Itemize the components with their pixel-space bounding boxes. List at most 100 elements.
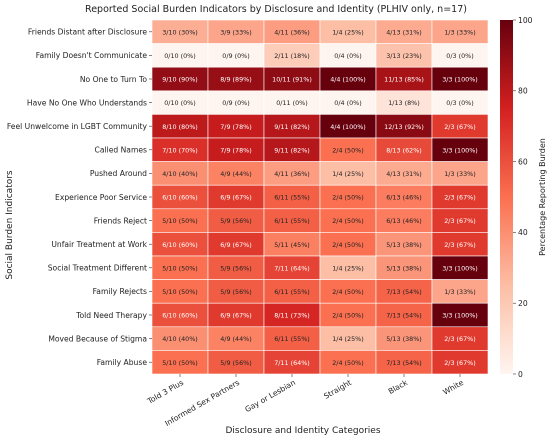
cell-label: 6/9 (67%) [220, 241, 252, 249]
cell-label: 3/3 (100%) [442, 146, 478, 154]
cell-label: 7/10 (70%) [162, 146, 198, 154]
cell-label: 8/9 (89%) [220, 76, 252, 84]
colorbar-gradient [500, 20, 513, 374]
row-label: No One to Turn To [80, 75, 148, 84]
cell-label: 3/3 (100%) [442, 312, 478, 320]
cell-label: 4/4 (100%) [330, 76, 366, 84]
cell-label: 2/3 (67%) [444, 194, 476, 202]
cell-label: 2/4 (50%) [332, 359, 364, 367]
cell-label: 5/10 (50%) [162, 359, 198, 367]
cell-label: 5/13 (38%) [386, 241, 422, 249]
colorbar-tick-label: 20 [518, 299, 528, 308]
cell-label: 2/4 (50%) [332, 146, 364, 154]
cell-label: 0/3 (0%) [446, 99, 473, 107]
cell-label: 5/10 (50%) [162, 288, 198, 296]
row-label: Pushed Around [90, 169, 147, 178]
heatmap-cells: 3/10 (30%) 3/9 (33%) 4/11 (36%) 1/4 (25%) 4/… [151, 19, 489, 375]
colorbar-tick-label: 100 [518, 16, 533, 25]
cell-label: 1/4 (25%) [332, 264, 364, 272]
cell-label: 2/3 (67%) [444, 359, 476, 367]
cell-label: 7/13 (54%) [386, 359, 422, 367]
cell-label: 9/11 (82%) [274, 123, 310, 131]
colorbar-tick-label: 60 [518, 157, 528, 166]
colorbar: 0 20 40 60 80 100 Percentage Reporting Burden [500, 16, 547, 379]
row-label: Experience Poor Service [55, 193, 147, 202]
cell-label: 4/11 (36%) [274, 170, 310, 178]
cell-label: 6/11 (55%) [274, 335, 310, 343]
cell-label: 7/13 (54%) [386, 288, 422, 296]
row-label: Friends Reject [94, 216, 147, 225]
cell-label: 6/11 (55%) [274, 194, 310, 202]
cell-label: 5/9 (56%) [220, 264, 252, 272]
cell-label: 0/4 (0%) [334, 99, 361, 107]
cell-label: 9/11 (82%) [274, 146, 310, 154]
row-label: Friends Distant after Disclosure [28, 28, 147, 37]
cell-label: 7/9 (78%) [220, 146, 252, 154]
colorbar-tick-label: 80 [518, 87, 528, 96]
cell-label: 1/13 (8%) [388, 99, 420, 107]
cell-label: 3/3 (100%) [442, 264, 478, 272]
cell-label: 10/11 (91%) [272, 76, 312, 84]
cell-label: 5/13 (38%) [386, 335, 422, 343]
cell-label: 0/4 (0%) [334, 52, 361, 60]
colorbar-tick-label: 0 [518, 370, 523, 379]
cell-label: 4/9 (44%) [220, 170, 252, 178]
cell-label: 1/3 (33%) [444, 288, 476, 296]
x-axis-label: Disclosure and Identity Categories [225, 426, 380, 436]
cell-label: 1/4 (25%) [332, 170, 364, 178]
cell-label: 5/10 (50%) [162, 217, 198, 225]
cell-label: 1/4 (25%) [332, 335, 364, 343]
column-label: Black [387, 378, 410, 396]
cell-label: 2/4 (50%) [332, 288, 364, 296]
cell-label: 5/13 (38%) [386, 264, 422, 272]
cell-label: 4/9 (44%) [220, 335, 252, 343]
cell-label: 1/3 (33%) [444, 28, 476, 36]
cell-label: 3/13 (23%) [386, 52, 422, 60]
cell-label: 4/13 (31%) [386, 28, 422, 36]
row-label: Unfair Treatment at Work [51, 240, 147, 249]
cell-label: 0/10 (0%) [164, 52, 196, 60]
y-axis-label: Social Burden Indicators [5, 170, 15, 280]
colorbar-label: Percentage Reporting Burden [538, 138, 547, 256]
cell-label: 4/13 (31%) [386, 170, 422, 178]
cell-label: 6/11 (55%) [274, 217, 310, 225]
cell-label: 2/4 (50%) [332, 241, 364, 249]
cell-label: 3/10 (30%) [162, 28, 198, 36]
cell-label: 6/9 (67%) [220, 312, 252, 320]
row-label: Moved Because of Stigma [48, 334, 147, 343]
cell-label: 5/9 (56%) [220, 359, 252, 367]
row-label: Told Need Therapy [75, 311, 147, 320]
cell-label: 8/13 (62%) [386, 146, 422, 154]
cell-label: 6/13 (46%) [386, 194, 422, 202]
column-label: Straight [322, 378, 353, 401]
row-label: Have No One Who Understands [27, 98, 147, 107]
cell-label: 2/3 (67%) [444, 241, 476, 249]
column-label: Told 3 Plus [145, 378, 185, 406]
cell-label: 6/10 (60%) [162, 241, 198, 249]
cell-label: 2/11 (18%) [274, 52, 310, 60]
cell-label: 4/10 (40%) [162, 335, 198, 343]
row-labels: Friends Distant after Disclosure Family D… [7, 28, 152, 367]
cell-label: 11/13 (85%) [384, 76, 424, 84]
cell-label: 2/4 (50%) [332, 312, 364, 320]
cell-label: 6/10 (60%) [162, 194, 198, 202]
row-label: Social Treatment Different [48, 264, 147, 273]
cell-label: 8/11 (73%) [274, 312, 310, 320]
cell-label: 1/4 (25%) [332, 28, 364, 36]
row-label: Family Rejects [93, 287, 147, 296]
cell-label: 3/3 (100%) [442, 76, 478, 84]
cell-label: 5/10 (50%) [162, 264, 198, 272]
cell-label: 6/10 (60%) [162, 312, 198, 320]
cell-label: 1/3 (33%) [444, 170, 476, 178]
cell-label: 2/3 (67%) [444, 123, 476, 131]
cell-label: 5/11 (45%) [274, 241, 310, 249]
cell-label: 7/13 (54%) [386, 312, 422, 320]
cell-label: 5/9 (56%) [220, 288, 252, 296]
cell-label: 12/13 (92%) [384, 123, 424, 131]
cell-label: 5/9 (56%) [220, 217, 252, 225]
cell-label: 7/11 (64%) [274, 359, 310, 367]
row-label: Family Abuse [97, 358, 148, 367]
